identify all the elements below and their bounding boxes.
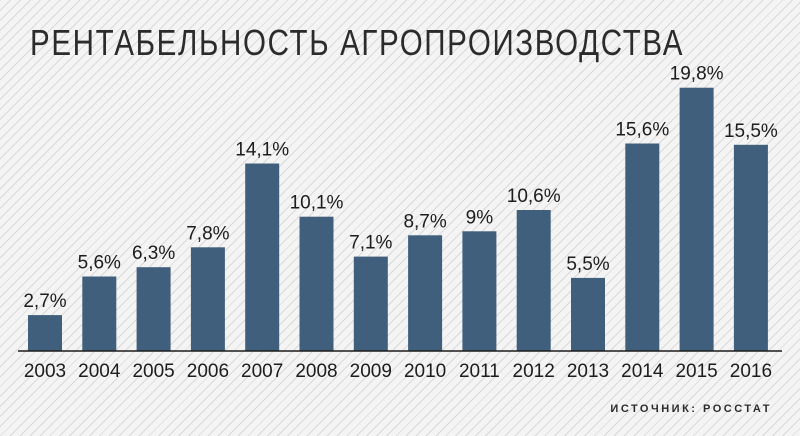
- bars-layer: [28, 87, 768, 352]
- bar-2008: [299, 216, 334, 351]
- value-label-2014: 15,6%: [615, 120, 669, 141]
- bar-2005: [136, 267, 171, 351]
- value-label-2016: 15,5%: [724, 121, 778, 142]
- value-label-2011: 9%: [466, 207, 494, 228]
- bar-2004: [82, 276, 117, 351]
- bar-2016: [733, 144, 768, 351]
- value-label-2006: 7,8%: [186, 223, 229, 244]
- value-label-2010: 8,7%: [403, 211, 446, 232]
- x-tick-label-2005: 2005: [132, 361, 174, 382]
- value-label-2012: 10,6%: [507, 186, 561, 207]
- bar-2015: [679, 87, 714, 351]
- bar-2007: [245, 163, 280, 351]
- value-label-2005: 6,3%: [132, 243, 175, 264]
- x-tick-label-2004: 2004: [78, 361, 121, 382]
- source-note: ИСТОЧНИК: РОССТАТ: [610, 403, 772, 415]
- x-tick-label-2015: 2015: [675, 361, 717, 382]
- x-tick-label-2003: 2003: [24, 361, 66, 382]
- chart-title: РЕНТАБЕЛЬНОСТЬ АГРОПРОИЗВОДСТВА: [30, 22, 685, 63]
- x-tick-label-2010: 2010: [404, 361, 446, 382]
- value-label-2003: 2,7%: [23, 291, 66, 312]
- bar-2006: [190, 247, 225, 351]
- bar-2009: [353, 256, 388, 351]
- x-tick-label-2009: 2009: [350, 361, 392, 382]
- value-label-2004: 5,6%: [78, 253, 121, 274]
- x-tick-label-2011: 2011: [459, 361, 500, 382]
- x-tick-label-2008: 2008: [295, 361, 337, 382]
- x-tick-label-2012: 2012: [513, 361, 555, 382]
- bar-2010: [408, 235, 443, 351]
- x-tick-label-2006: 2006: [187, 361, 229, 382]
- value-label-2007: 14,1%: [235, 140, 289, 161]
- value-label-2015: 19,8%: [670, 64, 724, 85]
- x-tick-label-2016: 2016: [730, 361, 772, 382]
- bar-2011: [462, 231, 497, 351]
- x-tick-label-2014: 2014: [621, 361, 664, 382]
- labels-layer: 2,7% 2003 5,6% 2004 6,3% 2005 7,8% 2006 14,1% 200…: [23, 64, 778, 382]
- bar-2014: [625, 143, 660, 351]
- x-tick-label-2007: 2007: [241, 361, 283, 382]
- value-label-2008: 10,1%: [290, 193, 344, 214]
- bar-2003: [28, 315, 62, 351]
- value-label-2013: 5,5%: [566, 254, 609, 275]
- bar-2012: [516, 210, 551, 351]
- x-tick-label-2013: 2013: [567, 361, 609, 382]
- bar-2013: [571, 277, 605, 352]
- value-label-2009: 7,1%: [349, 233, 392, 254]
